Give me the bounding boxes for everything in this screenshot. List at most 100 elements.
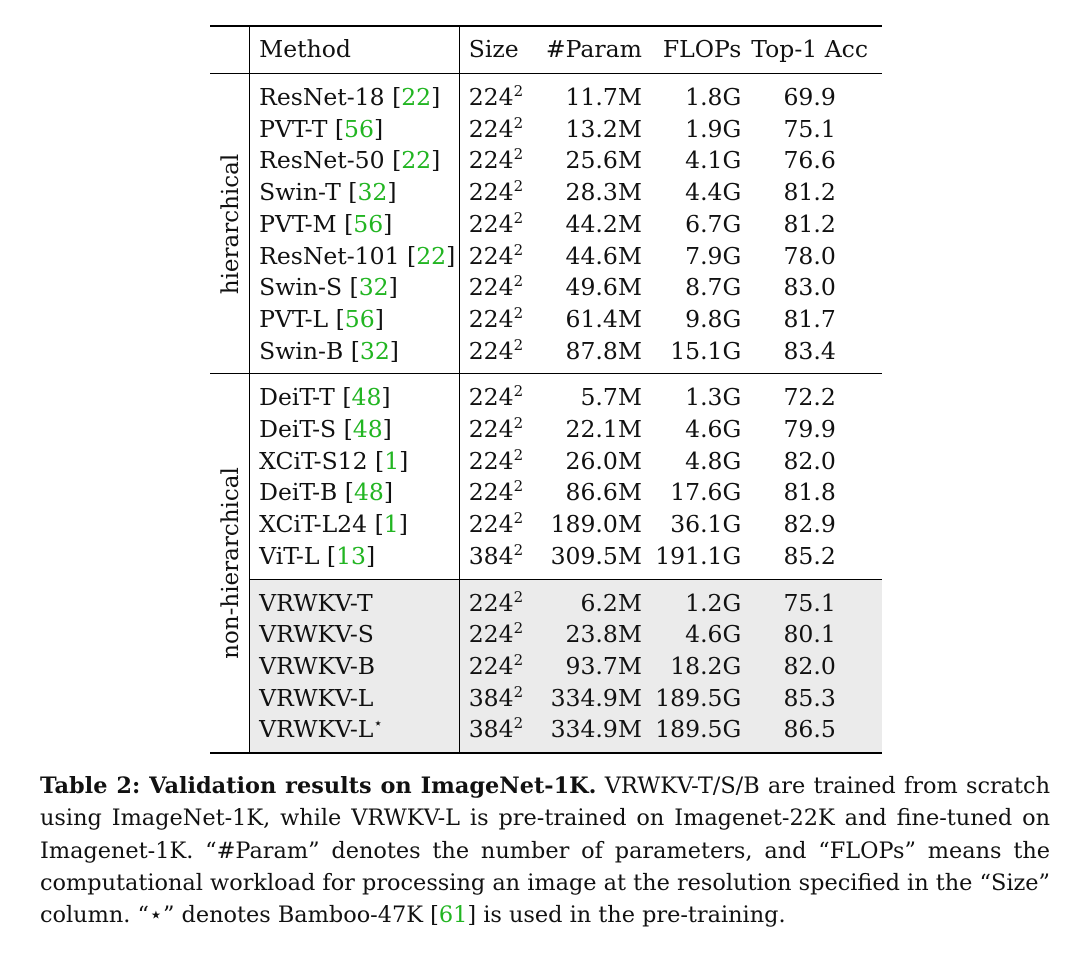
table-row: DeiT-S [48] 2242 22.1M 4.6G 79.9: [210, 414, 882, 446]
flops-cell: 36.1G: [670, 510, 742, 539]
table-row: VRWKV-S 2242 23.8M 4.6G 80.1: [210, 619, 882, 651]
size-cell: 2242: [458, 73, 534, 114]
size-exponent: 2: [513, 208, 524, 227]
method-cell: PVT-T [56]: [249, 113, 460, 146]
size-value: 224: [468, 273, 514, 302]
citation-link[interactable]: 32: [359, 336, 390, 365]
size-exponent: 2: [513, 82, 524, 100]
citation-link[interactable]: 13: [336, 541, 366, 570]
flops-cell: 7.9G: [685, 241, 742, 270]
size-cell: 2242: [458, 272, 534, 304]
citation-link[interactable]: 56: [344, 304, 375, 333]
size-cell: 2242: [458, 208, 534, 241]
params-cell: 23.8M: [533, 619, 650, 651]
table-row: PVT-T [56] 2242 13.2M 1.9G 75.1: [210, 113, 882, 146]
size-cell: 3842: [458, 682, 534, 715]
size-exponent: 2: [513, 177, 524, 196]
flops-cell: 4.4G: [685, 178, 742, 207]
flops-cell: 1.9G: [685, 114, 742, 143]
params-cell: 334.9M: [533, 682, 650, 715]
method-name: VRWKV-T: [259, 588, 373, 617]
size-exponent: 2: [513, 619, 524, 638]
size-exponent: 2: [513, 272, 524, 291]
citation-link[interactable]: 1: [384, 446, 400, 475]
acc-cell: 80.1: [751, 619, 882, 651]
acc-cell: 81.7: [783, 304, 836, 333]
size-exponent: 2: [513, 509, 524, 528]
acc-cell: 82.9: [783, 510, 836, 539]
caption-citation-link[interactable]: 61: [438, 902, 468, 929]
params-cell: 93.7M: [533, 650, 650, 683]
size-cell: 2242: [458, 177, 534, 209]
size-value: 224: [468, 178, 514, 207]
citation-link[interactable]: 1: [383, 510, 399, 539]
size-exponent: 2: [513, 113, 524, 132]
size-value: 224: [468, 510, 514, 539]
citation-link[interactable]: 32: [358, 273, 389, 302]
table-caption: Table 2: Validation results on ImageNet-…: [40, 773, 1050, 929]
flops-cell: 18.2G: [649, 650, 752, 683]
acc-cell: 83.0: [783, 273, 836, 302]
size-exponent: 2: [513, 335, 524, 354]
acc-cell: 83.4: [783, 336, 836, 365]
method-name: VRWKV-S: [259, 620, 374, 649]
citation-link[interactable]: 48: [353, 478, 384, 507]
citation-link[interactable]: 48: [352, 415, 383, 444]
params-cell: 49.6M: [565, 273, 642, 302]
citation-link[interactable]: 32: [357, 178, 388, 207]
acc-cell: 82.0: [783, 446, 836, 475]
table-row: VRWKV-L 3842 334.9M 189.5G 85.3: [210, 682, 882, 715]
method-cell: VRWKV-B: [249, 650, 460, 683]
citation-link[interactable]: 22: [401, 146, 432, 175]
table-row: XCiT-L24 [1] 2242 189.0M 36.1G 82.9: [210, 509, 882, 541]
table-row: DeiT-B [48] 2242 86.6M 17.6G 81.8: [210, 477, 882, 510]
method-cell: VRWKV-L⋆: [249, 714, 460, 754]
size-cell: 2242: [458, 335, 534, 374]
params-cell: 309.5M: [550, 541, 642, 570]
citation-link[interactable]: 22: [416, 241, 447, 270]
header-flops: FLOPs: [662, 35, 742, 64]
size-cell: 2242: [458, 509, 534, 541]
non-hierarchical-section: non-hierarchical DeiT-T [48] 2242 5.7M 1.3G 7…: [210, 373, 882, 755]
acc-cell: 75.1: [751, 578, 882, 620]
hierarchical-section: hierarchical ResNet-18 [22] 2242 11.7M 1.8G 6…: [210, 73, 882, 374]
method-name: DeiT-B: [259, 478, 338, 507]
citation-link[interactable]: 56: [353, 209, 384, 238]
size-exponent: 2: [513, 240, 524, 259]
flops-cell: 191.1G: [655, 541, 742, 570]
acc-cell: 86.5: [751, 714, 882, 754]
table-row: XCiT-S12 [1] 2242 26.0M 4.8G 82.0: [210, 445, 882, 478]
citation-link[interactable]: 56: [344, 114, 374, 143]
flops-cell: 189.5G: [649, 682, 752, 715]
table-row: VRWKV-B 2242 93.7M 18.2G 82.0: [210, 650, 882, 683]
group-hierarchical-label: hierarchical: [218, 153, 245, 294]
params-cell: 28.3M: [565, 178, 642, 207]
size-cell: 2242: [458, 619, 534, 651]
flops-cell: 6.7G: [685, 209, 742, 238]
citation-link[interactable]: 48: [351, 383, 382, 412]
acc-cell: 81.8: [783, 478, 836, 507]
header-group-cell: [210, 26, 250, 74]
method-cell: ResNet-101 [22]: [249, 240, 460, 273]
params-cell: 189.0M: [550, 510, 642, 539]
method-cell: VRWKV-S: [249, 619, 460, 651]
acc-cell: 81.2: [783, 209, 836, 238]
flops-cell: 1.3G: [685, 383, 742, 412]
params-cell: 5.7M: [580, 383, 642, 412]
method-cell: PVT-M [56]: [249, 208, 460, 241]
method-cell: DeiT-T [48]: [249, 373, 460, 415]
params-cell: 334.9M: [533, 714, 650, 754]
citation-link[interactable]: 22: [401, 83, 432, 111]
caption-text-end: is used in the pre-training.: [476, 902, 786, 929]
method-cell: XCiT-S12 [1]: [249, 445, 460, 478]
params-cell: 44.2M: [565, 209, 642, 238]
flops-cell: 4.1G: [685, 146, 742, 175]
method-cell: DeiT-B [48]: [249, 477, 460, 510]
acc-cell: 78.0: [783, 241, 836, 270]
table-row: PVT-M [56] 2242 44.2M 6.7G 81.2: [210, 208, 882, 241]
params-cell: 44.6M: [565, 241, 642, 270]
method-cell: Swin-T [32]: [249, 177, 460, 209]
table-header-row: Method Size #Param FLOPs Top-1 Acc: [210, 26, 882, 74]
flops-cell: 8.7G: [685, 273, 742, 302]
method-name: Swin-B: [259, 336, 344, 365]
